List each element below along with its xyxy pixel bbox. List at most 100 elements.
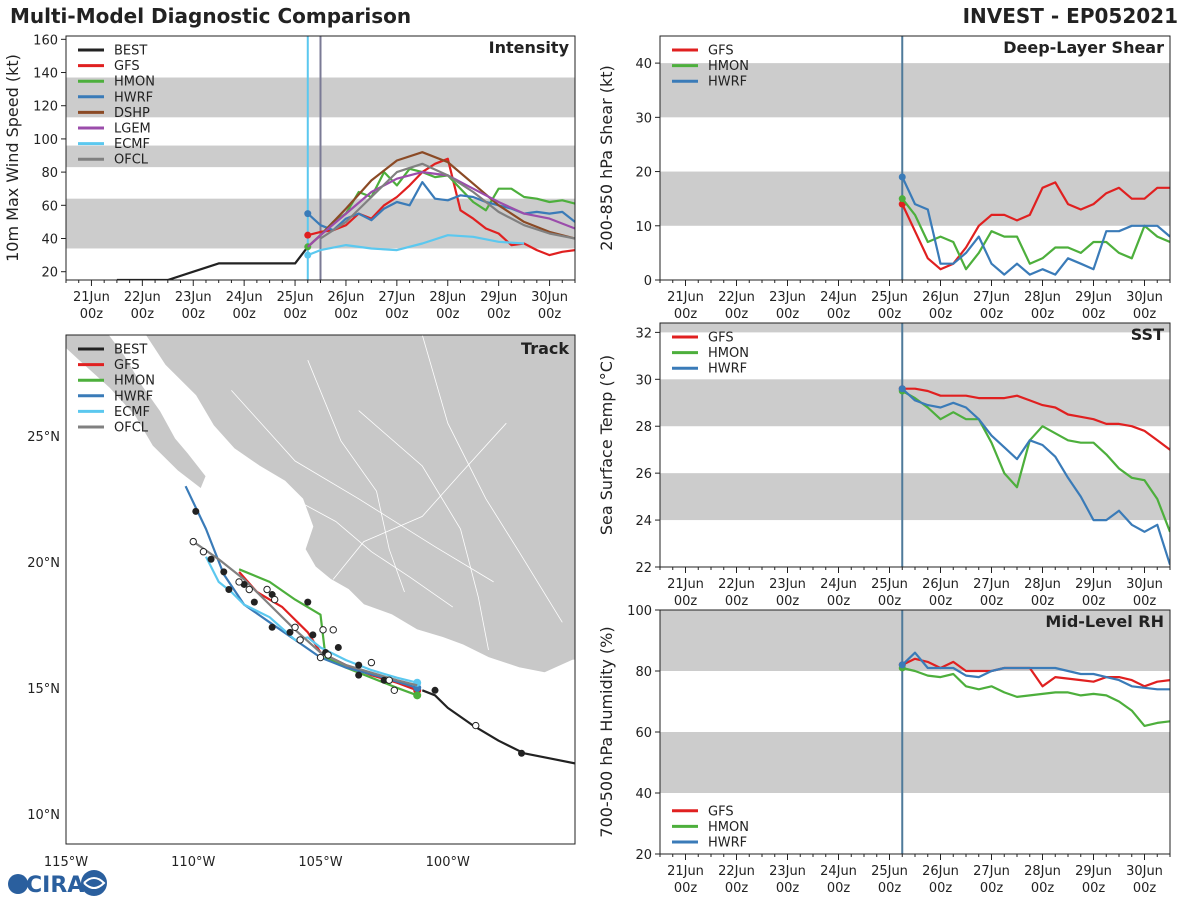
rh-ytick-label: 100	[627, 604, 652, 619]
shear-xtick-hour: 00z	[776, 307, 800, 322]
sst-xtick-date: 28Jun	[1024, 577, 1061, 592]
sst-band-0	[660, 473, 1170, 521]
rh-xtick-date: 26Jun	[922, 864, 959, 879]
intensity-series-dshp	[307, 151, 575, 248]
shear-legend-label-gfs: GFS	[708, 44, 734, 59]
sst-xtick-date: 24Jun	[820, 577, 857, 592]
intensity-start-marker-hwrf	[304, 210, 312, 218]
shear-start-marker-hmon	[898, 195, 906, 203]
sst-band-2	[660, 323, 1170, 333]
track-legend-label-hwrf: HWRF	[114, 389, 153, 404]
track-xtick-label: 110°W	[171, 855, 215, 870]
figure-title: Multi-Model Diagnostic Comparison	[10, 4, 412, 28]
track-forecast-marker	[472, 721, 480, 730]
sst-ytick-label: 30	[635, 373, 652, 388]
rh-xtick-hour: 00z	[776, 881, 800, 896]
cira-logo: CIRA	[8, 870, 107, 898]
intensity-xtick-hour: 00z	[436, 307, 460, 322]
shear-legend-label-hwrf: HWRF	[708, 75, 747, 90]
intensity-ytick-label: 20	[41, 266, 58, 281]
intensity-legend-label-ofcl: OFCL	[114, 153, 149, 168]
shear-xtick-hour: 00z	[725, 307, 749, 322]
track-forecast-marker	[324, 651, 332, 659]
sst-ytick-label: 24	[635, 514, 652, 529]
shear-ytick-label: 40	[635, 57, 652, 72]
state-border-5	[332, 422, 507, 580]
sst-xtick-date: 26Jun	[922, 577, 959, 592]
shear-panel-title: Deep-Layer Shear	[1003, 38, 1164, 57]
rh-series-hwrf	[901, 651, 1170, 691]
intensity-xtick-date: 22Jun	[124, 290, 161, 305]
sst-xtick-date: 29Jun	[1075, 577, 1112, 592]
sst-ytick-label: 26	[635, 467, 652, 482]
intensity-ytick-label: 160	[33, 33, 58, 48]
sst-xtick-date: 30Jun	[1126, 577, 1163, 592]
logo-swirl-icon	[81, 870, 107, 896]
track-forecast-marker	[199, 548, 208, 556]
track-forecast-marker	[296, 636, 304, 644]
rh-xtick-hour: 00z	[725, 881, 749, 896]
intensity-series-ofcl	[319, 162, 575, 240]
track-position-marker	[220, 568, 228, 576]
rh-xtick-date: 29Jun	[1075, 864, 1112, 879]
track-legend-label-ofcl: OFCL	[114, 421, 149, 436]
intensity-start-marker-ecmf	[304, 251, 312, 259]
track-hwrf	[184, 485, 418, 689]
sst-xtick-hour: 00z	[1082, 594, 1106, 609]
track-xtick-label: 115°W	[44, 855, 88, 870]
shear-xtick-date: 28Jun	[1024, 290, 1061, 305]
intensity-legend-label-dshp: DSHP	[114, 106, 150, 121]
rh-xtick-date: 25Jun	[871, 864, 908, 879]
shear-xtick-hour: 00z	[878, 307, 902, 322]
rh-xtick-hour: 00z	[878, 881, 902, 896]
intensity-xtick-hour: 00z	[538, 307, 562, 322]
sst-xtick-hour: 00z	[929, 594, 953, 609]
sst-xtick-hour: 00z	[980, 594, 1004, 609]
sst-xtick-date: 22Jun	[718, 577, 755, 592]
rh-xtick-date: 30Jun	[1126, 864, 1163, 879]
sst-xtick-hour: 00z	[1133, 594, 1157, 609]
shear-ytick-label: 0	[644, 274, 652, 289]
sst-ytick-label: 32	[635, 326, 652, 341]
intensity-xtick-date: 24Jun	[226, 290, 263, 305]
track-position-marker	[380, 676, 388, 684]
state-border-1	[307, 360, 405, 593]
track-forecast-marker	[385, 676, 393, 684]
sst-xtick-date: 23Jun	[769, 577, 806, 592]
track-xtick-label: 105°W	[298, 855, 342, 870]
shear-xtick-date: 23Jun	[769, 290, 806, 305]
shear-ytick-label: 20	[635, 166, 652, 181]
rh-band-0	[660, 732, 1170, 793]
rh-xtick-hour: 00z	[674, 881, 698, 896]
sst-series-hmon	[901, 390, 1170, 533]
state-border-0	[231, 390, 494, 583]
intensity-xtick-date: 21Jun	[73, 290, 110, 305]
sst-start-marker-hwrf	[898, 385, 906, 393]
intensity-ytick-label: 80	[41, 166, 58, 181]
intensity-ytick-label: 140	[33, 67, 58, 82]
rh-panel-title: Mid-Level RH	[1045, 612, 1164, 631]
rh-band-1	[660, 610, 1170, 671]
intensity-ytick-label: 120	[33, 100, 58, 115]
rh-ytick-label: 20	[635, 848, 652, 863]
intensity-series-lgem	[307, 171, 575, 248]
sst-xtick-hour: 00z	[776, 594, 800, 609]
track-forecast-marker	[291, 623, 299, 631]
shear-xtick-date: 25Jun	[871, 290, 908, 305]
state-border-3	[421, 335, 563, 623]
shear-series-hmon	[901, 198, 1170, 271]
rh-xtick-hour: 00z	[827, 881, 851, 896]
sst-xtick-date: 27Jun	[973, 577, 1010, 592]
rh-xtick-date: 23Jun	[769, 864, 806, 879]
sst-series-hwrf	[901, 387, 1170, 566]
track-forecast-marker	[245, 585, 253, 594]
sst-panel-title: SST	[1131, 325, 1164, 344]
shear-series-hwrf	[901, 176, 1170, 276]
intensity-plot-area	[66, 36, 575, 280]
intensity-xtick-date: 26Jun	[328, 290, 365, 305]
intensity-series-gfs	[307, 157, 575, 257]
shear-xtick-date: 26Jun	[922, 290, 959, 305]
track-position-marker	[286, 628, 294, 636]
track-position-marker	[518, 749, 526, 757]
rh-legend-label-hmon: HMON	[708, 820, 749, 835]
